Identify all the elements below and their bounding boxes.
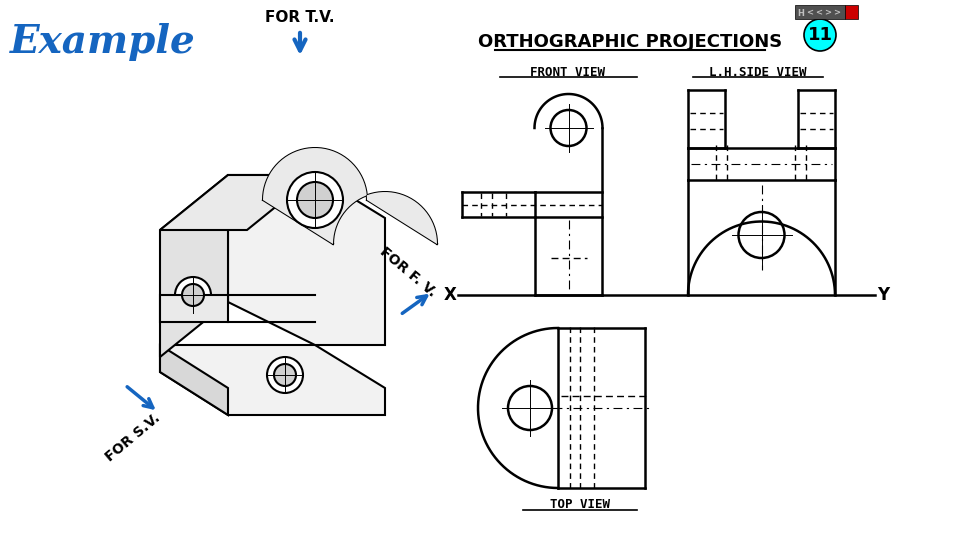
Polygon shape	[160, 345, 228, 415]
Text: FOR F. V.: FOR F. V.	[377, 245, 439, 300]
Circle shape	[738, 212, 784, 258]
Text: H: H	[798, 9, 804, 17]
Text: >: >	[833, 9, 841, 17]
Text: ORTHOGRAPHIC PROJECTIONS: ORTHOGRAPHIC PROJECTIONS	[478, 33, 782, 51]
Text: >: >	[825, 9, 831, 17]
Circle shape	[182, 284, 204, 306]
Text: FRONT VIEW: FRONT VIEW	[531, 65, 606, 78]
Text: <: <	[815, 9, 823, 17]
Text: <: <	[806, 9, 813, 17]
Text: Y: Y	[876, 286, 889, 304]
Text: 11: 11	[807, 26, 832, 44]
Circle shape	[297, 182, 333, 218]
Polygon shape	[160, 175, 228, 357]
Bar	[795, 5, 845, 19]
Bar	[845, 5, 858, 19]
Circle shape	[508, 386, 552, 430]
Polygon shape	[228, 175, 385, 345]
Text: TOP VIEW: TOP VIEW	[550, 498, 610, 511]
Text: FOR T.V.: FOR T.V.	[265, 10, 335, 25]
Polygon shape	[160, 295, 228, 322]
Text: X: X	[444, 286, 456, 304]
Circle shape	[274, 364, 296, 386]
Text: L.H.SIDE VIEW: L.H.SIDE VIEW	[709, 65, 806, 78]
Circle shape	[175, 277, 211, 313]
Circle shape	[550, 110, 587, 146]
Text: FOR S.V.: FOR S.V.	[103, 411, 163, 465]
Polygon shape	[263, 148, 437, 244]
Circle shape	[804, 19, 836, 51]
Polygon shape	[160, 175, 315, 230]
Text: Example: Example	[10, 23, 196, 61]
Circle shape	[287, 172, 343, 228]
Polygon shape	[160, 345, 385, 415]
Circle shape	[267, 357, 303, 393]
